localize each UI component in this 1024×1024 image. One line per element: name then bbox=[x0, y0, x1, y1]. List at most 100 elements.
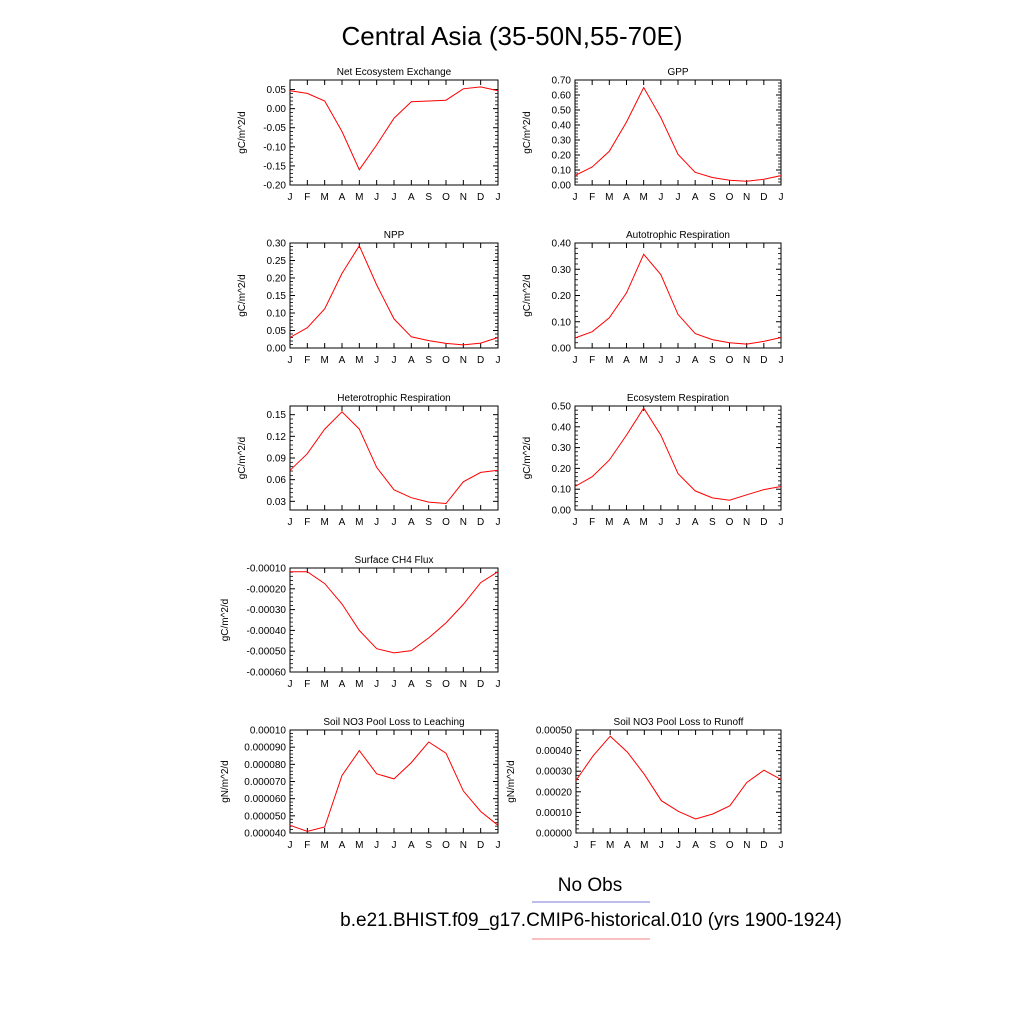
y-tick-label: 0.40 bbox=[552, 422, 572, 433]
x-tick-label: M bbox=[355, 517, 363, 528]
y-tick-label: 0.00 bbox=[552, 344, 572, 355]
series-line bbox=[289, 86, 499, 171]
x-tick-label: M bbox=[605, 517, 613, 528]
panel-autotrophic-respiration: Autotrophic Respiration gC/m^2/d 0.40 0.30 0… bbox=[522, 230, 784, 366]
y-tick-label: 0.00040 bbox=[536, 746, 573, 757]
panel-soil-no3-pool-loss-to-leaching: Soil NO3 Pool Loss to Leaching gN/m^2/d 0.… bbox=[220, 717, 501, 851]
y-tick-label: 0.000090 bbox=[244, 743, 286, 754]
series-line bbox=[290, 571, 499, 654]
y-tick-label: 0.30 bbox=[552, 443, 572, 454]
x-tick-label: J bbox=[573, 355, 578, 366]
y-tick-label: 0.20 bbox=[267, 274, 287, 285]
y-tick-label: 0.05 bbox=[267, 326, 287, 337]
plot-frame bbox=[289, 405, 499, 511]
x-tick-label: J bbox=[374, 355, 379, 366]
legend-label-obs: No Obs bbox=[558, 875, 622, 896]
x-tick-label: A bbox=[339, 192, 346, 203]
x-tick-label: J bbox=[779, 192, 784, 203]
y-tick-label: 0.20 bbox=[552, 291, 572, 302]
x-tick-label: N bbox=[460, 517, 467, 528]
x-tick-label: F bbox=[304, 192, 310, 203]
x-tick-label: D bbox=[760, 355, 767, 366]
y-tick-label: 0.70 bbox=[552, 76, 572, 87]
x-tick-label: M bbox=[640, 840, 648, 851]
x-tick-label: S bbox=[709, 840, 716, 851]
x-tick-label: M bbox=[639, 517, 647, 528]
x-tick-label: A bbox=[408, 840, 415, 851]
panel-title: GPP bbox=[667, 67, 688, 78]
x-tick-label: J bbox=[392, 840, 397, 851]
panel-title: Soil NO3 Pool Loss to Leaching bbox=[323, 717, 464, 728]
x-tick-label: S bbox=[425, 517, 432, 528]
y-tick-label: 0.000050 bbox=[244, 811, 286, 822]
legend: No Obs b.e21.BHIST.f09_g17.CMIP6-histori… bbox=[340, 875, 842, 940]
x-tick-label: J bbox=[374, 192, 379, 203]
y-tick-label: 0.03 bbox=[267, 497, 287, 508]
x-tick-label: S bbox=[425, 355, 432, 366]
x-tick-label: M bbox=[355, 192, 363, 203]
x-tick-label: M bbox=[355, 679, 363, 690]
y-tick-label: -0.05 bbox=[263, 123, 286, 134]
x-tick-label: A bbox=[624, 840, 631, 851]
y-tick-label: 0.50 bbox=[552, 402, 572, 413]
x-tick-label: N bbox=[743, 517, 750, 528]
y-axis-label: gC/m^2/d bbox=[522, 274, 533, 317]
x-tick-label: N bbox=[743, 355, 750, 366]
x-tick-label: J bbox=[374, 840, 379, 851]
x-tick-label: J bbox=[374, 679, 379, 690]
y-tick-label: 0.00010 bbox=[250, 726, 287, 737]
panel-ecosystem-respiration: Ecosystem Respiration gC/m^2/d 0.50 0.40 0.3… bbox=[522, 393, 784, 528]
panel-soil-no3-pool-loss-to-runoff: Soil NO3 Pool Loss to Runoff gN/m^2/d 0.00… bbox=[506, 717, 784, 851]
y-axis-label: gN/m^2/d bbox=[220, 760, 231, 803]
panels-group: Net Ecosystem Exchange gC/m^2/d 0.05 0.00 -0… bbox=[220, 67, 784, 851]
x-tick-label: M bbox=[320, 355, 328, 366]
x-tick-label: M bbox=[639, 355, 647, 366]
x-tick-label: O bbox=[726, 517, 734, 528]
x-tick-label: J bbox=[573, 192, 578, 203]
x-tick-label: A bbox=[692, 355, 699, 366]
y-tick-label: 0.12 bbox=[267, 432, 287, 443]
x-tick-label: N bbox=[460, 355, 467, 366]
y-tick-label: 0.15 bbox=[267, 291, 287, 302]
x-tick-label: J bbox=[392, 517, 397, 528]
plot-frame bbox=[574, 405, 782, 511]
panel-title: Net Ecosystem Exchange bbox=[337, 67, 452, 78]
x-tick-label: F bbox=[589, 517, 595, 528]
y-tick-label: -0.20 bbox=[263, 181, 286, 192]
panel-title: Surface CH4 Flux bbox=[355, 555, 434, 566]
series-line bbox=[574, 86, 782, 182]
y-tick-label: 0.00020 bbox=[536, 787, 573, 798]
y-tick-label: -0.00030 bbox=[247, 605, 287, 616]
y-tick-label: 0.10 bbox=[552, 317, 572, 328]
y-axis-label: gC/m^2/d bbox=[220, 599, 231, 642]
y-tick-label: 0.09 bbox=[267, 454, 287, 465]
panel-heterotrophic-respiration: Heterotrophic Respiration gC/m^2/d 0.15 0.1… bbox=[237, 393, 501, 528]
x-tick-label: D bbox=[477, 679, 484, 690]
y-tick-label: 0.40 bbox=[552, 239, 572, 250]
y-tick-label: 0.60 bbox=[552, 91, 572, 102]
x-tick-label: M bbox=[355, 840, 363, 851]
x-tick-label: S bbox=[425, 192, 432, 203]
x-tick-label: S bbox=[709, 192, 716, 203]
plot-frame bbox=[289, 79, 499, 186]
x-tick-label: O bbox=[442, 355, 450, 366]
y-tick-label: 0.10 bbox=[552, 485, 572, 496]
y-tick-label: 0.000060 bbox=[244, 794, 286, 805]
x-tick-label: F bbox=[304, 517, 310, 528]
x-tick-label: N bbox=[460, 840, 467, 851]
plot-frame bbox=[289, 729, 499, 834]
y-tick-label: 0.40 bbox=[552, 121, 572, 132]
x-tick-label: J bbox=[573, 517, 578, 528]
panel-surface-ch4-flux: Surface CH4 Flux gC/m^2/d -0.00010 -0.00020… bbox=[220, 555, 501, 690]
series-line bbox=[289, 411, 499, 505]
panel-gpp: GPP gC/m^2/d 0.70 0.60 0.50 0.40 0.30 0.20 0.10 0… bbox=[522, 67, 784, 203]
x-tick-label: M bbox=[320, 679, 328, 690]
panel-title: Ecosystem Respiration bbox=[627, 393, 729, 404]
plot-frame bbox=[574, 242, 782, 349]
x-tick-label: S bbox=[425, 840, 432, 851]
x-tick-label: F bbox=[589, 355, 595, 366]
x-tick-label: O bbox=[726, 840, 734, 851]
x-tick-label: O bbox=[726, 192, 734, 203]
y-tick-label: 0.06 bbox=[267, 475, 287, 486]
x-tick-label: N bbox=[743, 192, 750, 203]
